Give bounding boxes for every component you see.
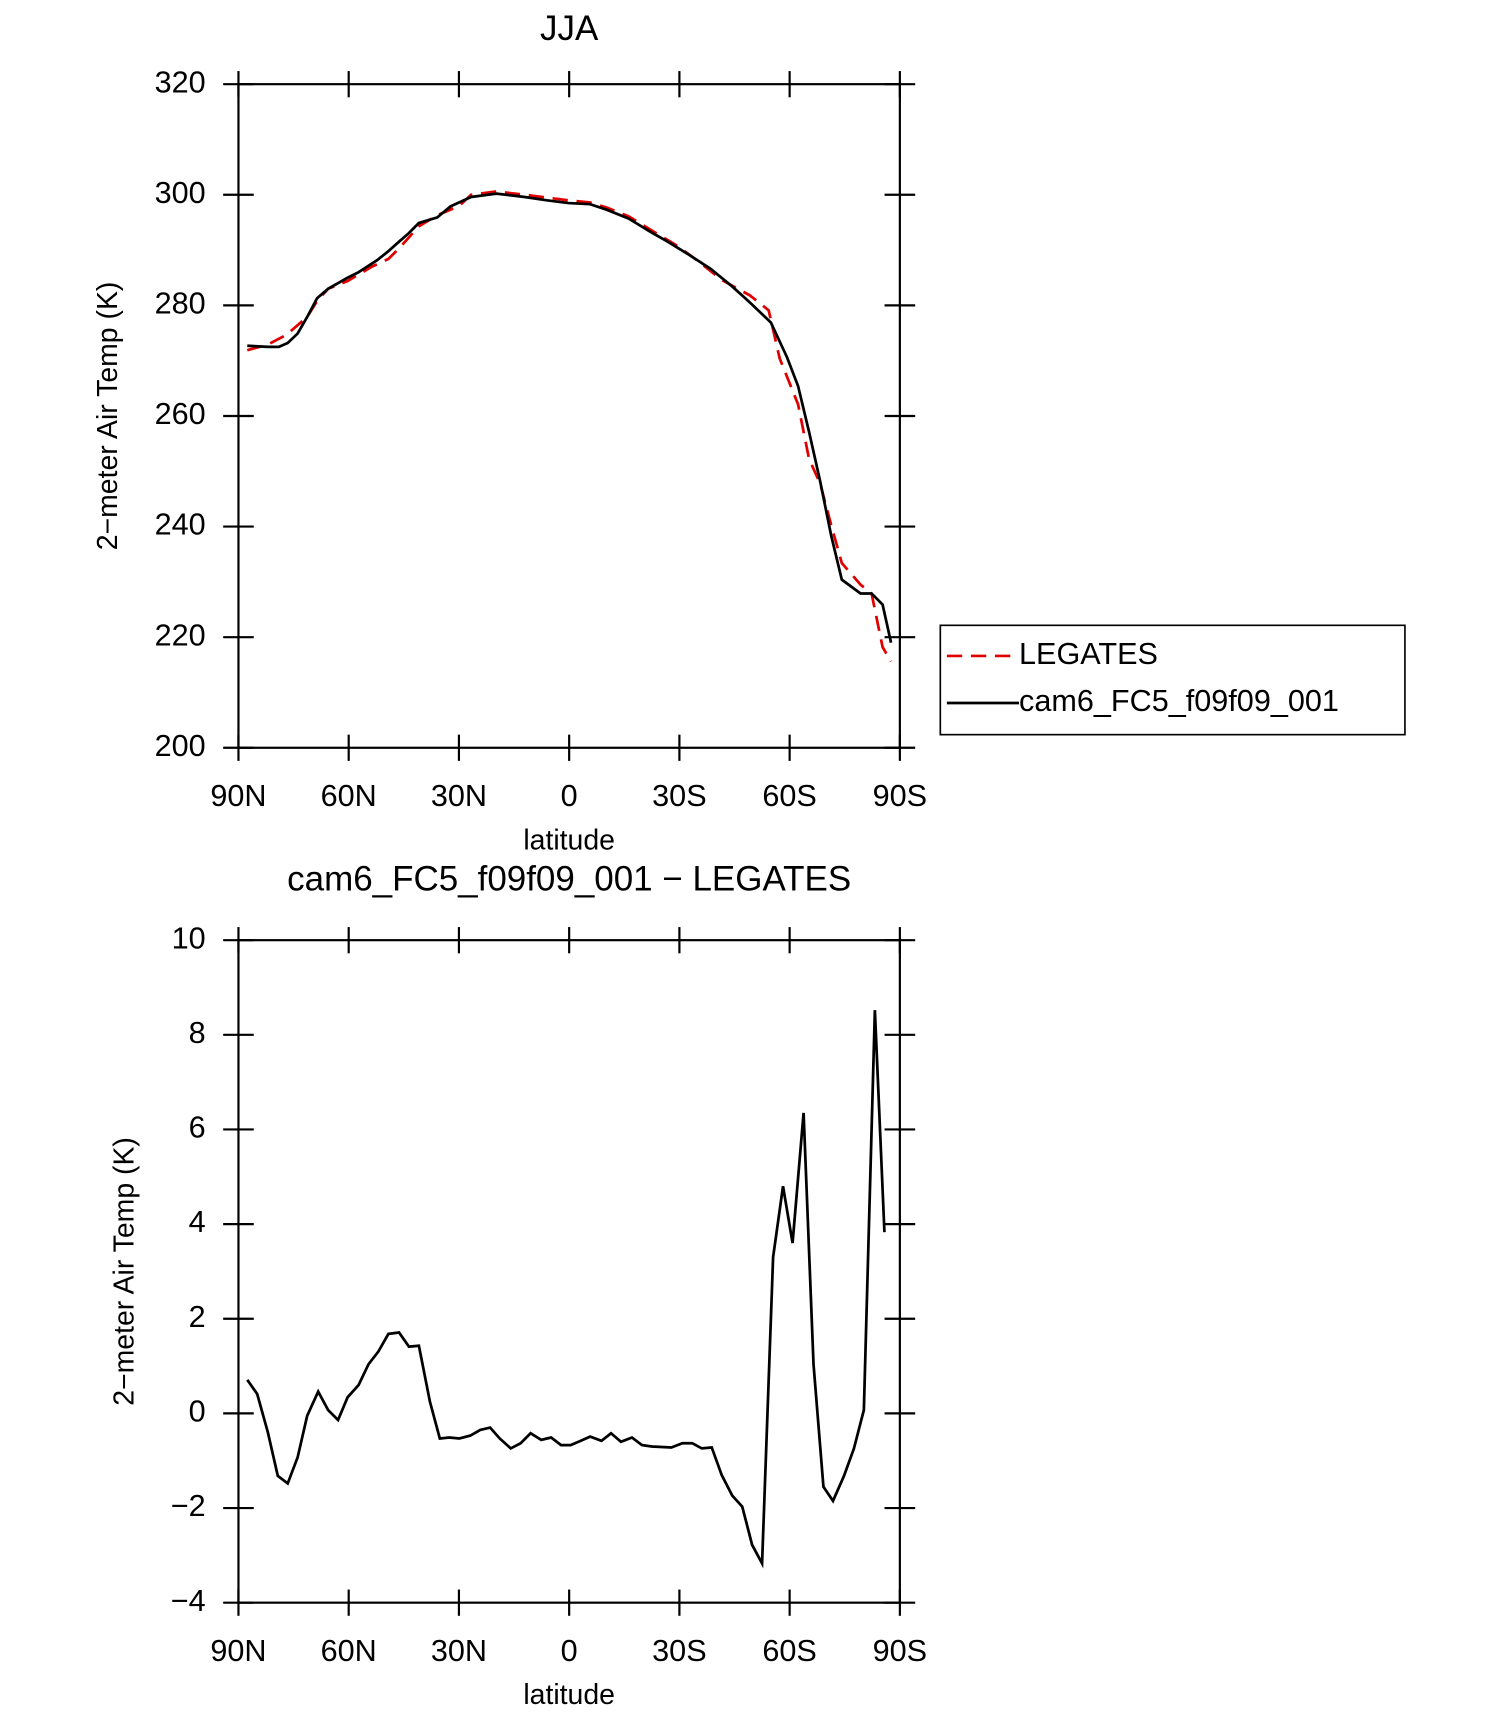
y-tick-label: 260 bbox=[155, 397, 206, 431]
chart-title: JJA bbox=[540, 9, 599, 48]
x-tick-label: 30N bbox=[431, 1634, 487, 1668]
y-tick-label: 4 bbox=[189, 1205, 206, 1239]
x-tick-label: 30S bbox=[652, 1634, 706, 1668]
x-tick-label: 0 bbox=[561, 779, 578, 813]
legend-label: LEGATES bbox=[1019, 637, 1158, 671]
data-line bbox=[246, 1010, 886, 1569]
y-tick-label: 220 bbox=[155, 618, 206, 652]
x-tick-label: 60S bbox=[762, 779, 816, 813]
plot-frame bbox=[237, 83, 901, 749]
x-axis-label: latitude bbox=[523, 824, 615, 856]
x-axis-label: latitude bbox=[523, 1679, 615, 1711]
y-tick-label: 300 bbox=[155, 176, 206, 210]
legend-label: cam6_FC5_f09f09_001 bbox=[1019, 684, 1339, 718]
legend-box bbox=[939, 624, 1406, 736]
y-tick-label: 240 bbox=[155, 508, 206, 542]
x-tick-label: 60S bbox=[762, 1634, 816, 1668]
x-tick-label: 90N bbox=[210, 779, 266, 813]
data-line bbox=[246, 190, 893, 663]
y-tick-label: 10 bbox=[172, 921, 206, 955]
y-tick-label: 6 bbox=[189, 1111, 206, 1145]
y-tick-label: 0 bbox=[189, 1394, 206, 1428]
x-tick-label: 90S bbox=[873, 1634, 927, 1668]
y-tick-label: 320 bbox=[155, 65, 206, 99]
y-tick-label: −4 bbox=[171, 1584, 206, 1618]
x-tick-label: 0 bbox=[561, 1634, 578, 1668]
y-tick-label: −2 bbox=[171, 1489, 206, 1523]
plot-frame bbox=[237, 939, 901, 1604]
chart-title: cam6_FC5_f09f09_001 − LEGATES bbox=[287, 859, 851, 898]
y-tick-label: 280 bbox=[155, 286, 206, 320]
x-tick-label: 60N bbox=[321, 779, 377, 813]
y-tick-label: 8 bbox=[189, 1016, 206, 1050]
x-tick-label: 90S bbox=[873, 779, 927, 813]
data-line bbox=[247, 192, 893, 643]
y-tick-label: 200 bbox=[155, 729, 206, 763]
x-tick-label: 30S bbox=[652, 779, 706, 813]
y-tick-label: 2 bbox=[189, 1300, 206, 1334]
y-axis-label: 2−meter Air Temp (K) bbox=[108, 1137, 140, 1406]
x-tick-label: 30N bbox=[431, 779, 487, 813]
x-tick-label: 90N bbox=[210, 1634, 266, 1668]
x-tick-label: 60N bbox=[321, 1634, 377, 1668]
y-axis-label: 2−meter Air Temp (K) bbox=[92, 282, 124, 551]
